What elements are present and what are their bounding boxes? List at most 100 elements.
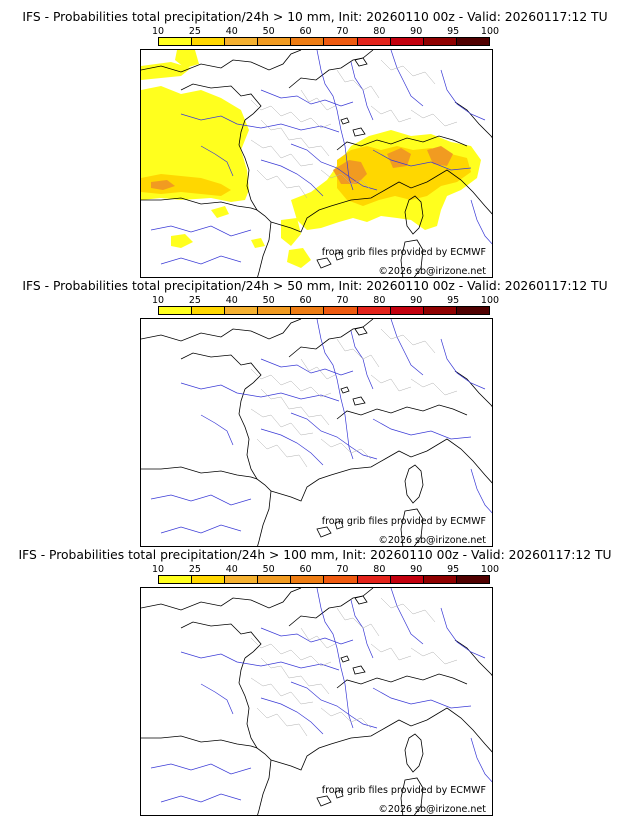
precipitation-map: from grib files provided by ECMWF ©2026 …	[140, 587, 493, 816]
colorbar-segment	[258, 38, 292, 45]
copyright-credit: ©2026 sb@irizone.net	[378, 804, 486, 815]
colorbar-tick-label: 80	[373, 295, 386, 306]
colorbar-tick-label: 50	[262, 295, 275, 306]
colorbar-tick-label: 70	[336, 26, 349, 37]
colorbar-tick-label: 95	[447, 564, 460, 575]
probability-area	[151, 180, 175, 190]
probability-area	[287, 248, 311, 268]
map-panel-3: IFS - Probabilities total precipitation/…	[0, 547, 630, 817]
colorbar-tick-label: 50	[262, 564, 275, 575]
probability-area	[427, 146, 453, 166]
copyright-credit: ©2026 sb@irizone.net	[378, 266, 486, 277]
source-credit: from grib files provided by ECMWF	[321, 247, 486, 258]
admin-borders	[250, 328, 458, 468]
colorbar	[158, 575, 490, 584]
colorbar-segment	[456, 307, 489, 314]
colorbar-tick-label: 90	[410, 26, 423, 37]
colorbar-tick-label: 25	[188, 564, 201, 575]
map-canvas	[141, 319, 492, 546]
colorbar-ticks: 10 25 40 50 60 70 80 90 95 100	[152, 295, 499, 306]
rivers	[150, 50, 492, 265]
probability-area	[387, 148, 411, 168]
colorbar-tick-label: 80	[373, 564, 386, 575]
colorbar-segment	[324, 576, 358, 583]
colorbar-tick-label: 10	[151, 26, 165, 37]
map-canvas	[141, 50, 492, 277]
probability-area	[281, 218, 301, 246]
panel-title: IFS - Probabilities total precipitation/…	[22, 10, 608, 24]
colorbar-tick-label: 100	[480, 26, 500, 37]
colorbar-tick-label: 60	[299, 26, 312, 37]
colorbar-tick-label: 90	[410, 564, 423, 575]
colorbar-tick-label: 25	[188, 26, 201, 37]
colorbar-tick-label: 90	[410, 295, 423, 306]
colorbar-segment	[159, 576, 193, 583]
colorbar-tick-label: 100	[480, 295, 500, 306]
probability-shading	[141, 50, 481, 268]
colorbar-segment	[390, 307, 424, 314]
admin-borders	[250, 59, 458, 199]
colorbar-segment	[390, 38, 424, 45]
admin-borders	[250, 597, 458, 737]
colorbar-tick-label: 40	[225, 564, 238, 575]
probability-area	[141, 62, 191, 80]
rivers	[150, 319, 492, 534]
colorbar-segment	[357, 38, 391, 45]
colorbar-tick-label: 100	[480, 564, 500, 575]
colorbar-tick-label: 60	[299, 564, 312, 575]
colorbar-segment	[357, 576, 391, 583]
coastline	[141, 319, 492, 546]
colorbar-segment	[291, 576, 325, 583]
map-panel-2: IFS - Probabilities total precipitation/…	[0, 278, 630, 548]
colorbar-tick-label: 95	[447, 295, 460, 306]
colorbar-tick-label: 10	[151, 295, 165, 306]
colorbar-segment	[423, 307, 457, 314]
precipitation-map: from grib files provided by ECMWF ©2026 …	[140, 318, 493, 547]
colorbar-segment	[258, 307, 292, 314]
probability-area	[251, 238, 265, 248]
colorbar-segment	[258, 576, 292, 583]
colorbar-tick-label: 80	[373, 26, 386, 37]
map-panel-1: IFS - Probabilities total precipitation/…	[0, 9, 630, 279]
colorbar-segment	[192, 38, 226, 45]
colorbar-ticks: 10 25 40 50 60 70 80 90 95 100	[152, 564, 499, 575]
colorbar-segment	[159, 38, 193, 45]
colorbar-ticks: 10 25 40 50 60 70 80 90 95 100	[152, 26, 499, 37]
colorbar-segment	[291, 307, 325, 314]
colorbar-tick-label: 60	[299, 295, 312, 306]
colorbar-segment	[225, 307, 259, 314]
probability-area	[211, 206, 229, 218]
colorbar-segment	[324, 307, 358, 314]
colorbar-segment	[390, 576, 424, 583]
probability-area	[141, 86, 249, 202]
colorbar-segment	[456, 576, 489, 583]
colorbar	[158, 37, 490, 46]
colorbar-tick-label: 25	[188, 295, 201, 306]
colorbar-tick-label: 95	[447, 26, 460, 37]
colorbar-tick-label: 40	[225, 295, 238, 306]
probability-area	[171, 234, 193, 248]
colorbar-segment	[423, 38, 457, 45]
coastline	[141, 50, 492, 277]
colorbar-tick-label: 70	[336, 564, 349, 575]
colorbar-segment	[159, 307, 193, 314]
colorbar-segment	[192, 307, 226, 314]
colorbar-tick-label: 10	[151, 564, 165, 575]
colorbar-tick-label: 70	[336, 295, 349, 306]
panel-title: IFS - Probabilities total precipitation/…	[18, 548, 612, 562]
colorbar-segment	[324, 38, 358, 45]
rivers	[150, 588, 492, 803]
colorbar	[158, 306, 490, 315]
panel-title: IFS - Probabilities total precipitation/…	[22, 279, 608, 293]
colorbar-tick-label: 40	[225, 26, 238, 37]
colorbar-tick-label: 50	[262, 26, 275, 37]
colorbar-segment	[192, 576, 226, 583]
probability-area	[141, 174, 231, 196]
precipitation-map: from grib files provided by ECMWF ©2026 …	[140, 49, 493, 278]
colorbar-segment	[225, 576, 259, 583]
source-credit: from grib files provided by ECMWF	[321, 516, 486, 527]
probability-area	[333, 160, 367, 184]
colorbar-segment	[423, 576, 457, 583]
probability-area	[175, 50, 199, 68]
source-credit: from grib files provided by ECMWF	[321, 785, 486, 796]
